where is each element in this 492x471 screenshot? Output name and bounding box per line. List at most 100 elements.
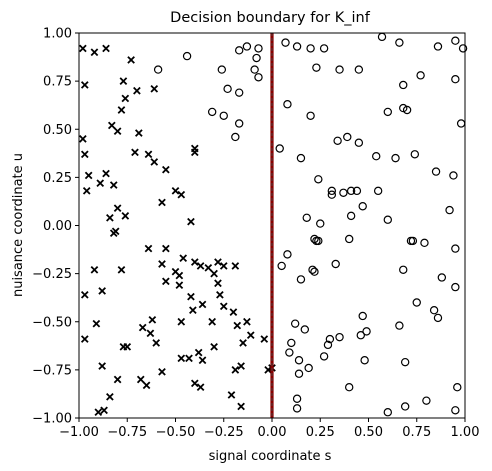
y-axis-label: nuisance coordinate u xyxy=(11,153,26,297)
circle-marker-point xyxy=(306,44,315,53)
circle-marker-point xyxy=(310,267,319,276)
x-marker-point xyxy=(102,169,110,178)
y-tick-label: −1.00 xyxy=(32,412,72,427)
circle-marker-point xyxy=(346,186,356,196)
circle-marker-point xyxy=(304,363,313,373)
x-marker-point xyxy=(94,408,103,417)
x-marker-point xyxy=(146,329,155,338)
x-marker-point xyxy=(80,290,89,299)
x-marker-point xyxy=(113,127,122,136)
circle-marker-point xyxy=(331,259,340,269)
x-marker-point xyxy=(243,317,251,326)
circle-marker-point xyxy=(217,65,227,74)
x-marker-point xyxy=(84,171,93,180)
chart-title: Decision boundary for K_inf xyxy=(170,10,371,26)
x-marker-point xyxy=(90,265,99,274)
circle-marker-point xyxy=(292,42,302,51)
x-marker-point xyxy=(96,179,105,187)
x-marker-point xyxy=(196,383,205,392)
circle-marker-point xyxy=(283,250,292,259)
circle-marker-point xyxy=(451,36,460,45)
circle-marker-point xyxy=(283,100,292,109)
x-marker-point xyxy=(237,362,245,370)
x-marker-point xyxy=(187,292,195,301)
x-marker-point xyxy=(158,198,166,207)
circle-marker-point xyxy=(451,406,460,415)
x-marker-point xyxy=(219,302,228,311)
x-marker-point xyxy=(79,44,87,53)
circle-marker-point xyxy=(400,357,410,367)
x-marker-point xyxy=(175,271,184,280)
x-marker-point xyxy=(177,190,186,199)
circle-marker-point xyxy=(458,44,468,53)
x-tick-label: 1.00 xyxy=(451,425,480,440)
circle-marker-point xyxy=(296,153,306,163)
x-marker-point xyxy=(214,279,222,288)
circle-marker-point xyxy=(395,38,404,47)
circle-marker-point xyxy=(327,186,337,196)
x-marker-point xyxy=(233,321,242,330)
circle-marker-point xyxy=(312,63,321,72)
x-marker-point xyxy=(264,366,272,374)
x-tick-label: −1.00 xyxy=(59,425,99,440)
circle-marker-point xyxy=(285,348,294,357)
circle-marker-point xyxy=(362,327,371,336)
x-marker-point xyxy=(98,287,106,295)
circle-marker-point xyxy=(254,73,263,82)
x-marker-point xyxy=(171,187,180,195)
circle-marker-point xyxy=(373,186,383,196)
circle-marker-point xyxy=(300,325,310,334)
x-marker-point xyxy=(229,308,238,316)
x-marker-point xyxy=(231,366,240,374)
circle-marker-point xyxy=(275,144,284,153)
y-tick-label: 0.75 xyxy=(43,75,72,90)
x-marker-point xyxy=(210,342,218,351)
circle-marker-point xyxy=(323,340,333,350)
x-marker-point xyxy=(119,77,128,85)
y-tick-label: 1.00 xyxy=(43,27,72,42)
x-marker-point xyxy=(219,262,228,270)
x-marker-point xyxy=(90,48,99,57)
circle-marker-point xyxy=(310,234,319,244)
x-marker-point xyxy=(138,323,147,332)
x-marker-point xyxy=(106,213,114,222)
circle-marker-point xyxy=(335,332,344,342)
circle-marker-point xyxy=(345,383,354,392)
x-marker-point xyxy=(79,135,87,143)
x-marker-point xyxy=(162,277,170,286)
x-marker-point xyxy=(92,319,101,328)
x-marker-point xyxy=(260,335,269,343)
y-tick-label: −0.25 xyxy=(32,267,72,282)
x-tick-label: 0.00 xyxy=(258,425,287,440)
x-marker-point xyxy=(162,244,170,253)
circle-marker-point xyxy=(420,238,429,248)
circle-marker-point xyxy=(250,65,259,74)
x-marker-point xyxy=(100,406,108,415)
circle-marker-point xyxy=(412,298,421,307)
circle-marker-point xyxy=(294,369,304,378)
data-points xyxy=(79,32,468,417)
circle-marker-point xyxy=(429,306,439,315)
circle-marker-point xyxy=(391,153,400,163)
circle-marker-point xyxy=(287,338,296,348)
circle-marker-point xyxy=(433,313,443,323)
x-marker-point xyxy=(150,158,159,166)
circle-marker-point xyxy=(277,261,286,271)
x-marker-point xyxy=(106,392,114,401)
x-marker-point xyxy=(121,94,130,103)
circle-marker-point xyxy=(400,402,410,411)
circle-marker-point xyxy=(451,282,460,292)
circle-marker-point xyxy=(234,46,244,55)
circle-marker-point xyxy=(354,65,364,74)
circle-marker-point xyxy=(372,151,381,161)
circle-marker-point xyxy=(254,44,263,53)
x-marker-point xyxy=(177,317,186,326)
circle-marker-point xyxy=(377,32,387,42)
x-marker-point xyxy=(208,317,217,326)
x-marker-point xyxy=(144,150,153,159)
x-marker-point xyxy=(117,106,126,114)
x-marker-point xyxy=(109,181,118,189)
circle-marker-point xyxy=(339,188,348,197)
y-tick-label: −0.75 xyxy=(32,363,72,378)
circle-marker-point xyxy=(319,44,329,53)
